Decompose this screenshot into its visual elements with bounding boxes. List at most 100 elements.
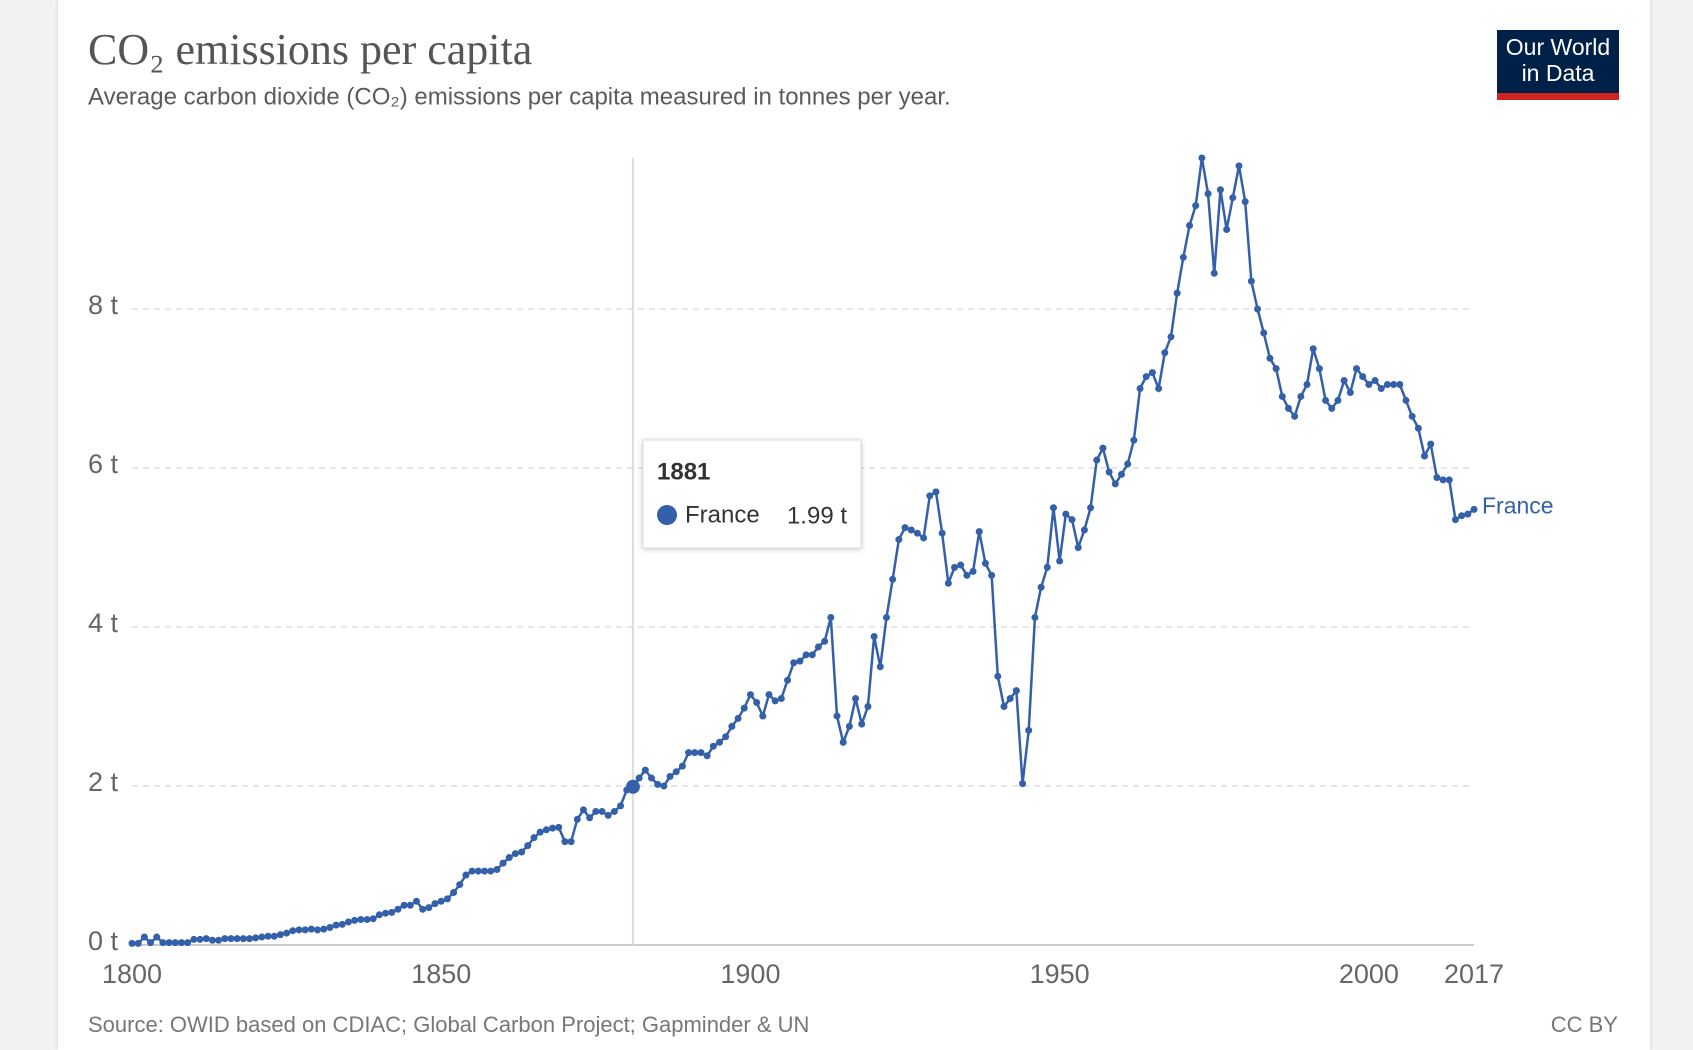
point: [264, 932, 272, 940]
point: [579, 806, 587, 814]
point: [140, 933, 148, 941]
point: [592, 807, 600, 815]
point: [821, 637, 829, 645]
point: [1377, 385, 1385, 392]
point: [1414, 424, 1422, 432]
point: [1074, 544, 1082, 551]
point: [753, 699, 761, 707]
x-tick-label: 1900: [720, 959, 780, 989]
point: [363, 916, 371, 924]
point: [301, 926, 309, 934]
point: [1458, 512, 1466, 520]
point: [549, 824, 557, 832]
point: [1445, 476, 1453, 484]
tooltip: 1881 France 1.99 t: [642, 439, 862, 549]
point: [134, 939, 142, 947]
y-tick-label: 0 t: [88, 926, 119, 956]
point: [1019, 780, 1027, 788]
point: [1272, 365, 1280, 373]
point: [1223, 226, 1231, 233]
point: [889, 575, 897, 583]
point: [722, 733, 730, 741]
point: [493, 865, 501, 873]
point: [913, 529, 921, 537]
point: [1049, 504, 1057, 512]
point: [963, 571, 971, 579]
point: [1198, 154, 1206, 162]
point: [351, 916, 359, 924]
y-tick-label: 2 t: [88, 767, 119, 797]
point: [1297, 392, 1305, 400]
point: [252, 934, 260, 942]
point: [283, 929, 291, 937]
point: [147, 939, 155, 947]
y-tick-label: 8 t: [88, 290, 119, 320]
point: [468, 867, 476, 875]
point: [1142, 373, 1150, 381]
point: [1390, 381, 1398, 389]
point: [1427, 440, 1435, 448]
point: [573, 815, 581, 823]
point: [276, 931, 284, 939]
point: [1241, 198, 1249, 206]
logo-bar: [1497, 93, 1619, 100]
point: [567, 838, 575, 846]
point: [1260, 329, 1268, 337]
point: [981, 559, 989, 567]
point: [1247, 277, 1255, 285]
point: [1303, 381, 1311, 389]
point: [1025, 726, 1033, 734]
tooltip-value: 1.99 t: [787, 502, 847, 529]
point: [1278, 392, 1286, 400]
point: [338, 920, 346, 928]
point: [907, 526, 915, 534]
point: [239, 935, 247, 943]
point: [332, 921, 340, 929]
point: [518, 848, 526, 856]
point: [511, 850, 519, 858]
point: [1359, 373, 1367, 381]
point: [1155, 385, 1163, 392]
point: [1117, 470, 1125, 478]
logo-text: Our World: [1506, 34, 1610, 60]
point: [530, 834, 538, 842]
point: [202, 935, 210, 943]
point: [1291, 412, 1299, 420]
point: [227, 935, 235, 943]
point: [808, 651, 816, 659]
point: [1006, 695, 1014, 703]
point: [1402, 396, 1410, 404]
point: [1352, 365, 1360, 373]
point: [1365, 381, 1373, 389]
point: [314, 926, 322, 934]
point: [1383, 381, 1391, 389]
point: [691, 749, 699, 757]
point: [184, 939, 192, 947]
point: [344, 918, 352, 926]
point: [852, 695, 860, 703]
point: [870, 633, 878, 641]
point: [1266, 354, 1274, 362]
point: [716, 738, 724, 746]
point: [1408, 412, 1416, 420]
point: [1099, 444, 1107, 452]
point: [1421, 452, 1429, 460]
point: [765, 691, 773, 699]
point: [369, 915, 377, 923]
point: [1148, 369, 1156, 377]
point: [944, 579, 952, 587]
logo-box: [1497, 30, 1619, 93]
point: [1451, 516, 1459, 524]
point: [481, 867, 489, 875]
point: [1012, 687, 1020, 695]
point: [555, 823, 563, 831]
point: [625, 779, 640, 794]
point: [728, 722, 736, 730]
point: [215, 936, 223, 944]
point: [419, 905, 427, 913]
y-tick-label: 6 t: [88, 449, 119, 479]
point: [177, 939, 185, 947]
point: [1328, 404, 1336, 412]
point: [777, 695, 785, 703]
